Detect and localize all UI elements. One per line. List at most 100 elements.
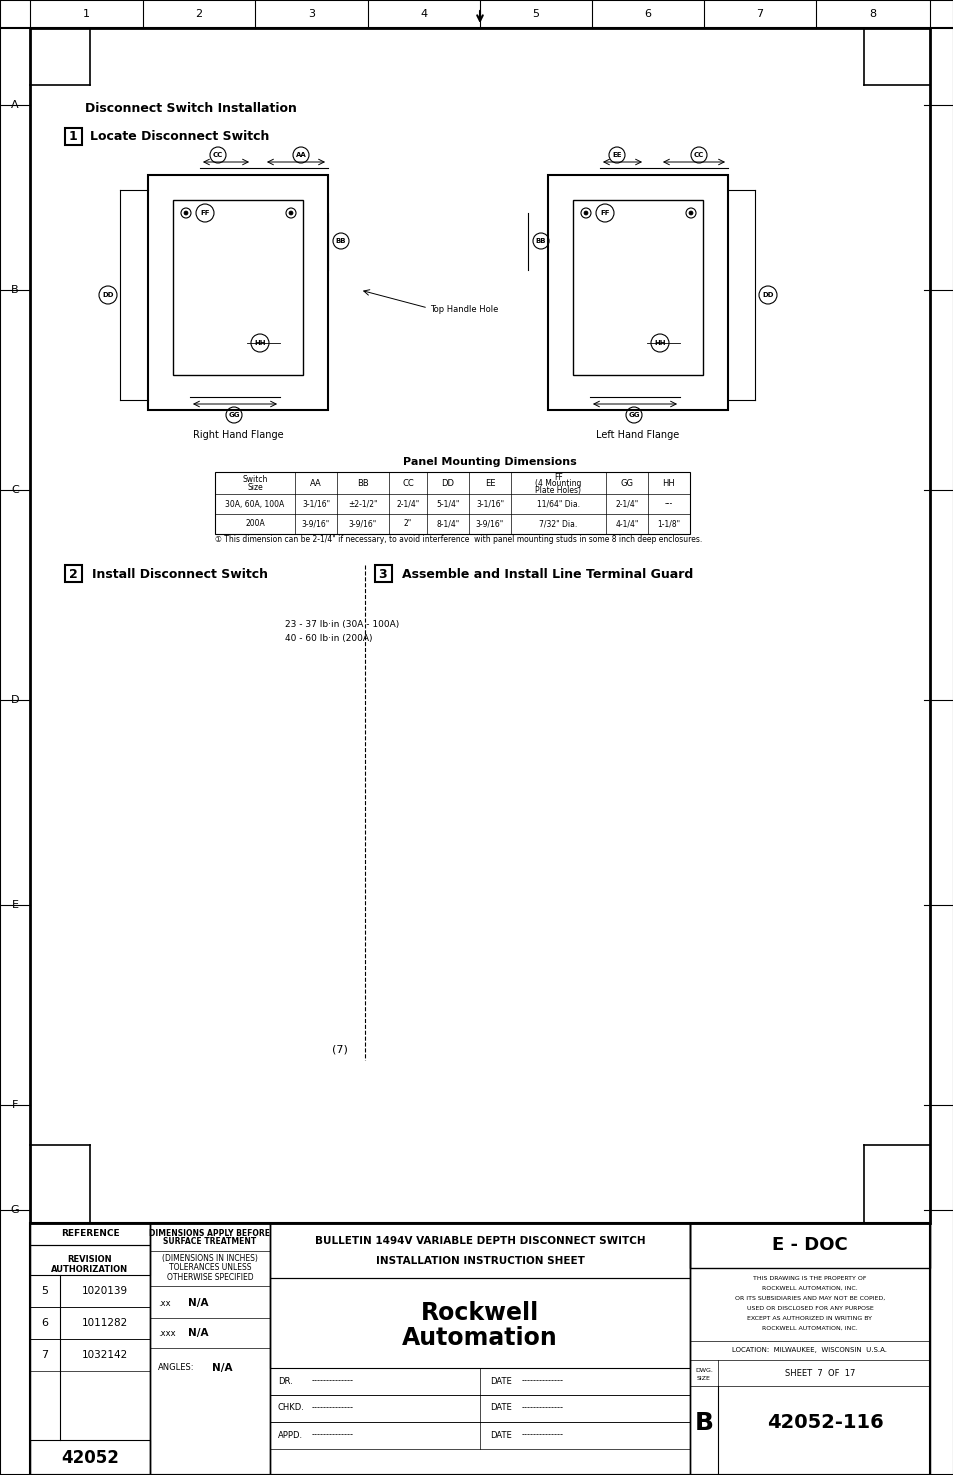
Text: APPD.: APPD.	[277, 1431, 303, 1440]
Text: DD: DD	[102, 292, 113, 298]
Bar	[689, 1223, 929, 1268]
Text: 3: 3	[378, 568, 387, 581]
Text: GG: GG	[228, 412, 239, 417]
Text: Right Hand Flange: Right Hand Flange	[193, 431, 283, 440]
Text: EXCEPT AS AUTHORIZED IN WRITING BY: EXCEPT AS AUTHORIZED IN WRITING BY	[747, 1316, 872, 1320]
Text: N/A: N/A	[212, 1363, 233, 1373]
Text: (4 Mounting: (4 Mounting	[535, 479, 581, 488]
Text: EE: EE	[612, 152, 621, 158]
Text: 5-1/4": 5-1/4"	[436, 500, 459, 509]
Text: 2: 2	[69, 568, 77, 581]
Text: FF: FF	[599, 209, 609, 215]
Text: A: A	[11, 100, 19, 111]
Text: DR.: DR.	[277, 1376, 293, 1385]
Bar	[270, 1223, 689, 1277]
Text: ---: ---	[664, 500, 673, 509]
Text: N/A: N/A	[188, 1328, 209, 1338]
Bar	[30, 1245, 150, 1274]
Text: BB: BB	[536, 237, 546, 243]
Text: CC: CC	[213, 152, 223, 158]
Text: INSTALLATION INSTRUCTION SHEET: INSTALLATION INSTRUCTION SHEET	[375, 1257, 584, 1266]
Text: DATE: DATE	[490, 1376, 511, 1385]
Bar	[65, 565, 82, 583]
Text: HH: HH	[654, 341, 665, 347]
Text: Plate Holes): Plate Holes)	[535, 487, 581, 496]
Text: --------------: --------------	[312, 1431, 354, 1440]
Text: 3-9/16": 3-9/16"	[349, 519, 376, 528]
Text: 3-9/16": 3-9/16"	[476, 519, 503, 528]
Text: .xxx: .xxx	[158, 1329, 175, 1338]
Text: HH: HH	[662, 478, 675, 488]
Text: 23 - 37 lb·in (30A - 100A): 23 - 37 lb·in (30A - 100A)	[285, 621, 399, 630]
Text: E: E	[11, 900, 18, 910]
Bar	[270, 1367, 689, 1395]
Text: 3-1/16": 3-1/16"	[301, 500, 330, 509]
Text: 6: 6	[42, 1319, 49, 1328]
Bar	[30, 1223, 150, 1475]
Text: Switch: Switch	[242, 475, 268, 484]
Text: (7): (7)	[332, 1044, 348, 1055]
Bar	[30, 28, 929, 1223]
Circle shape	[688, 211, 692, 215]
Text: 1020139: 1020139	[82, 1286, 128, 1297]
Text: DD: DD	[441, 478, 454, 488]
Text: 5: 5	[42, 1286, 49, 1297]
Text: Left Hand Flange: Left Hand Flange	[596, 431, 679, 440]
Text: DATE: DATE	[490, 1431, 511, 1440]
Bar	[30, 1223, 929, 1475]
Bar	[30, 1223, 150, 1245]
Text: ROCKWELL AUTOMATION, INC.: ROCKWELL AUTOMATION, INC.	[761, 1326, 857, 1330]
Text: OTHERWISE SPECIFIED: OTHERWISE SPECIFIED	[167, 1273, 253, 1282]
Text: Assemble and Install Line Terminal Guard: Assemble and Install Line Terminal Guard	[401, 568, 693, 581]
Text: N/A: N/A	[188, 1298, 209, 1308]
Text: REVISION: REVISION	[68, 1255, 112, 1264]
Text: 8: 8	[868, 9, 876, 19]
Bar	[573, 201, 702, 375]
Bar	[150, 1223, 270, 1475]
Text: Install Disconnect Switch: Install Disconnect Switch	[91, 568, 268, 581]
Text: AA: AA	[295, 152, 306, 158]
Text: OR ITS SUBSIDIARIES AND MAY NOT BE COPIED,: OR ITS SUBSIDIARIES AND MAY NOT BE COPIE…	[734, 1295, 884, 1301]
Text: 2: 2	[195, 9, 202, 19]
Text: SHEET  7  OF  17: SHEET 7 OF 17	[784, 1369, 854, 1378]
Text: 7/32" Dia.: 7/32" Dia.	[538, 519, 577, 528]
Text: BB: BB	[356, 478, 369, 488]
Bar	[375, 565, 392, 583]
Bar	[270, 1223, 689, 1475]
Text: HH: HH	[254, 341, 266, 347]
Text: AUTHORIZATION: AUTHORIZATION	[51, 1266, 129, 1274]
Bar	[214, 472, 689, 534]
Text: G: G	[10, 1205, 19, 1215]
Text: Automation: Automation	[402, 1326, 558, 1350]
Text: 4-1/4": 4-1/4"	[615, 519, 638, 528]
Text: 11/64" Dia.: 11/64" Dia.	[537, 500, 579, 509]
Text: USED OR DISCLOSED FOR ANY PURPOSE: USED OR DISCLOSED FOR ANY PURPOSE	[746, 1305, 872, 1310]
Text: F: F	[11, 1100, 18, 1111]
Bar	[30, 1339, 150, 1370]
Text: LOCATION:  MILWAUKEE,  WISCONSIN  U.S.A.: LOCATION: MILWAUKEE, WISCONSIN U.S.A.	[732, 1347, 886, 1353]
Text: --------------: --------------	[312, 1376, 354, 1385]
Text: DWG.: DWG.	[695, 1367, 712, 1373]
Text: 7: 7	[756, 9, 762, 19]
Text: 40 - 60 lb·in (200A): 40 - 60 lb·in (200A)	[285, 633, 372, 643]
Bar	[148, 176, 328, 410]
Text: REFERENCE: REFERENCE	[61, 1230, 119, 1239]
Text: --------------: --------------	[312, 1404, 354, 1413]
Circle shape	[289, 211, 293, 215]
Text: THIS DRAWING IS THE PROPERTY OF: THIS DRAWING IS THE PROPERTY OF	[753, 1276, 866, 1280]
Text: 1011282: 1011282	[82, 1319, 128, 1328]
Text: ANGLES:: ANGLES:	[158, 1363, 194, 1373]
Bar	[689, 1223, 929, 1475]
Text: 1: 1	[83, 9, 90, 19]
Text: --------------: --------------	[521, 1376, 563, 1385]
Text: GG: GG	[619, 478, 633, 488]
Bar	[65, 128, 82, 145]
Circle shape	[583, 211, 587, 215]
Text: 42052-116: 42052-116	[766, 1413, 882, 1432]
Text: ROCKWELL AUTOMATION, INC.: ROCKWELL AUTOMATION, INC.	[761, 1286, 857, 1291]
Text: 8-1/4": 8-1/4"	[436, 519, 459, 528]
Text: 200A: 200A	[245, 519, 265, 528]
Text: (DIMENSIONS IN INCHES): (DIMENSIONS IN INCHES)	[162, 1255, 257, 1264]
Text: B: B	[694, 1412, 713, 1435]
Text: FF: FF	[554, 472, 562, 481]
